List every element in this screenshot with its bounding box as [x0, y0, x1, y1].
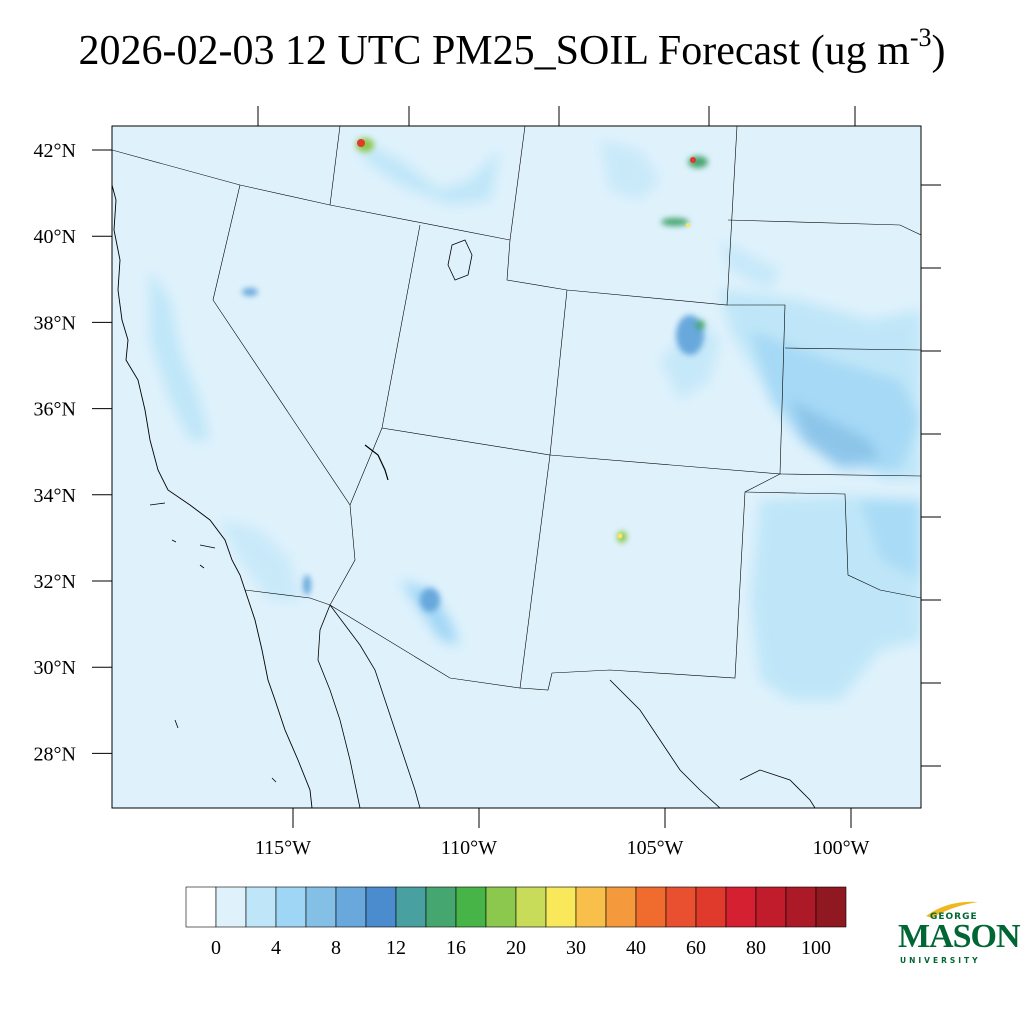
title-superscript: -3 [909, 23, 932, 52]
colorbar-swatch [185, 886, 217, 928]
colorbar-label: 60 [686, 937, 706, 959]
hotspots [242, 138, 708, 612]
plains-haze [150, 140, 921, 700]
lat-tick-label: 28°N [34, 743, 76, 765]
colorbar-label: 30 [566, 937, 586, 959]
gulf-of-california-coast [329, 604, 421, 808]
longitude-axis: 115°W 110°W 105°W 100°W [255, 808, 870, 859]
map-frame [111, 125, 922, 809]
colorbar-swatch [605, 886, 637, 928]
lat-tick-label: 32°N [34, 571, 76, 593]
colorbar-swatch [725, 886, 757, 928]
lat-tick-label: 34°N [34, 485, 76, 507]
title-text: 2026-02-03 12 UTC PM25_SOIL Forecast (ug… [78, 28, 910, 74]
colorbar-labels: 0 4 8 12 16 20 30 40 60 80 100 [211, 937, 831, 959]
latitude-axis: 42°N 40°N 38°N 36°N 34°N 32°N 30°N 28°N [34, 140, 112, 765]
logo-university: UNIVERSITY [900, 956, 981, 965]
colorbar-swatch [305, 886, 337, 928]
colorbar-label: 100 [801, 937, 831, 959]
colorbar-swatch [635, 886, 667, 928]
lat-tick-label: 40°N [34, 226, 76, 248]
colorbar-swatch [665, 886, 697, 928]
top-ticks [257, 106, 856, 126]
colorbar-swatch [395, 886, 427, 928]
lat-tick-label: 30°N [34, 657, 76, 679]
lon-tick-label: 100°W [813, 837, 870, 859]
colorbar-swatch [455, 886, 487, 928]
colorbar-label: 40 [626, 937, 646, 959]
boundaries [112, 126, 921, 808]
colorbar-swatch [695, 886, 727, 928]
colorbar-label: 12 [386, 937, 406, 959]
colorbar-swatch [245, 886, 277, 928]
colorbar-label: 16 [446, 937, 466, 959]
pacific-coastline [112, 184, 313, 808]
colorbar-swatch [545, 886, 577, 928]
logo-george: GEORGE [930, 912, 978, 922]
colorbar-label: 8 [331, 937, 341, 959]
map-background [112, 126, 921, 808]
colorbar-swatch [215, 886, 247, 928]
lon-tick-label: 105°W [627, 837, 684, 859]
lat-tick-label: 36°N [34, 399, 76, 421]
lon-tick-label: 110°W [441, 837, 497, 859]
colorbar-label: 80 [746, 937, 766, 959]
logo-swoosh-icon [926, 901, 978, 918]
lon-tick-label: 115°W [255, 837, 311, 859]
colorbar-label: 0 [211, 937, 221, 959]
colorbar-swatch [335, 886, 367, 928]
colorbar-label: 4 [271, 937, 281, 959]
title-suffix: ) [931, 28, 946, 74]
colorbar-swatch [575, 886, 607, 928]
right-ticks [921, 184, 941, 767]
logo-mason: MASON [898, 918, 1021, 955]
concentration-field [150, 138, 921, 700]
lat-tick-label: 38°N [34, 312, 76, 334]
gulf-coast [609, 679, 721, 808]
colorbar-swatch [365, 886, 397, 928]
colorbar-label: 20 [506, 937, 526, 959]
colorbar-swatch [515, 886, 547, 928]
colorbar-swatch [815, 886, 847, 928]
map-title: 2026-02-03 12 UTC PM25_SOIL Forecast (ug… [0, 25, 1024, 74]
gmu-logo: GEORGE MASON UNIVERSITY [894, 898, 1021, 970]
lat-tick-label: 42°N [34, 140, 76, 162]
colorbar-swatch [785, 886, 817, 928]
colorbar-swatch [275, 886, 307, 928]
colorbar [185, 886, 847, 928]
colorbar-swatch [485, 886, 517, 928]
colorbar-swatch [755, 886, 787, 928]
colorbar-swatch [425, 886, 457, 928]
